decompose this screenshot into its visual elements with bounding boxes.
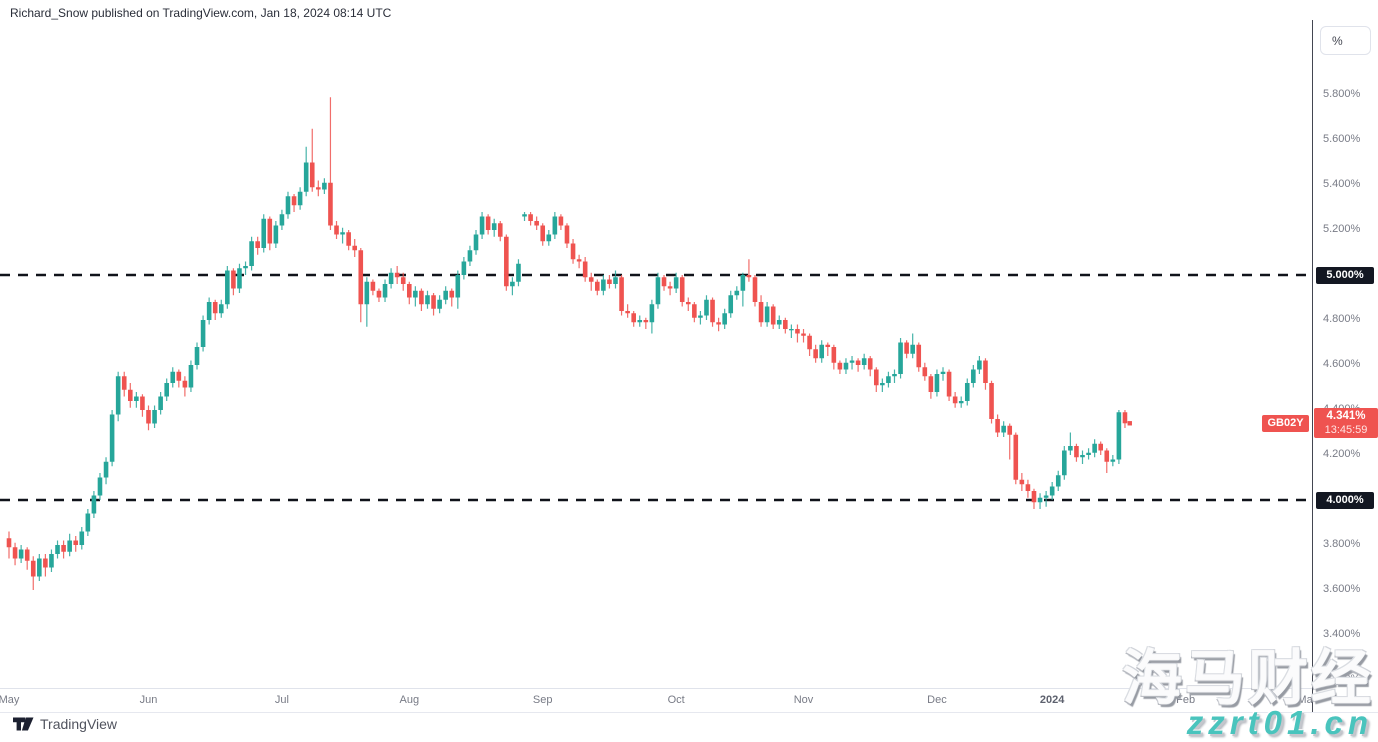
price-tick-label: 3.200%	[1323, 673, 1361, 685]
time-tick-label: 2024	[1039, 694, 1065, 706]
price-tick-label: 3.400%	[1323, 628, 1361, 640]
time-tick-label: Dec	[927, 694, 947, 706]
time-tick-label: Mar	[1297, 694, 1317, 706]
time-tick-label: Oct	[667, 694, 685, 706]
tradingview-attribution[interactable]: TradingView	[13, 716, 117, 732]
tradingview-logo-icon	[13, 716, 34, 732]
time-tick-label: Sep	[532, 694, 553, 706]
last-price-value: 4.341%	[1326, 410, 1366, 423]
chart-plot-area[interactable]	[0, 20, 1311, 688]
level-price-badge: 5.000%	[1316, 266, 1374, 284]
price-tick-label: 3.800%	[1323, 538, 1361, 550]
last-price-badge: 4.341% 13:45:59	[1314, 408, 1378, 439]
price-tick-label: 5.200%	[1323, 223, 1361, 235]
time-tick-label: Aug	[399, 694, 420, 706]
price-tick-label: 4.200%	[1323, 448, 1361, 460]
symbol-price-flag: GB02Y	[1262, 414, 1309, 432]
price-axis[interactable]: 6.000%5.800%5.600%5.400%5.200%5.000%4.80…	[1312, 20, 1378, 712]
price-tick-label: 3.600%	[1323, 583, 1361, 595]
time-tick-label: Nov	[793, 694, 814, 706]
level-price-badge: 4.000%	[1316, 491, 1374, 509]
footer-bar: TradingView	[0, 712, 1378, 742]
candlestick-chart[interactable]	[0, 20, 1311, 688]
time-tick-label: May	[0, 694, 20, 706]
time-axis[interactable]: May Jun Jul Aug Sep Oct Nov Dec 2024 Feb Mar	[0, 688, 1378, 713]
price-tick-label: 5.600%	[1323, 133, 1361, 145]
bar-countdown: 13:45:59	[1324, 424, 1368, 437]
tradingview-label: TradingView	[40, 716, 118, 732]
time-tick-label: Jun	[139, 694, 158, 706]
price-tick-label: 4.800%	[1323, 313, 1361, 325]
time-tick-label: Jul	[274, 694, 289, 706]
price-tick-label: 5.400%	[1323, 178, 1361, 190]
percent-scale-button[interactable]: %	[1320, 26, 1371, 55]
time-tick-label: Feb	[1176, 694, 1196, 706]
price-tick-label: 4.600%	[1323, 358, 1361, 370]
price-tick-label: 5.800%	[1323, 88, 1361, 100]
publish-title: Richard_Snow published on TradingView.co…	[10, 6, 392, 20]
